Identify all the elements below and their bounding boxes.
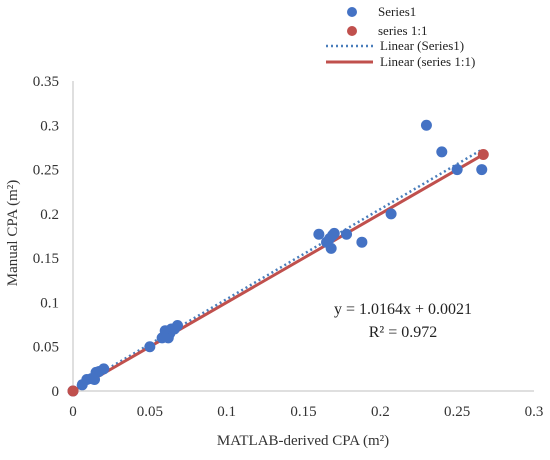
y-tick-label: 0.1: [40, 295, 59, 311]
data-point-series-0: [385, 208, 397, 220]
y-tick-label: 0.05: [33, 340, 59, 356]
r-squared: R² = 0.972: [369, 324, 438, 341]
x-tick-label: 0.1: [217, 404, 236, 420]
x-axis-title: MATLAB-derived CPA (m²): [217, 433, 389, 449]
x-tick-label: 0.25: [444, 404, 470, 420]
legend-label-series1: Series1: [378, 4, 416, 19]
data-point-series-0: [451, 164, 463, 176]
y-tick-label: 0.3: [40, 118, 59, 134]
y-tick-label: 0.2: [40, 207, 59, 223]
data-point-series-0: [341, 228, 353, 240]
y-tick-label: 0.15: [33, 251, 59, 267]
data-point-series-0: [325, 242, 337, 254]
tick-labels: 0 0.05 0.1 0.15 0.2 0.25 0.3 0 0.05 0.1 0.15 0.2 0.2…: [33, 74, 544, 420]
data-point-series-1: [477, 149, 489, 161]
x-tick-label: 0.15: [290, 404, 316, 420]
legend-marker-series1: [347, 7, 357, 17]
data-point-series-0: [420, 119, 432, 131]
axes: [72, 81, 534, 392]
y-tick-label: 0.25: [33, 163, 59, 179]
legend-label-linear-series-1-1: Linear (series 1:1): [380, 54, 475, 69]
trendline-equation: y = 1.0164x + 0.0021: [334, 301, 472, 318]
data-point-series-0: [98, 363, 110, 375]
x-tick-label: 0.05: [137, 404, 163, 420]
trendlines: [72, 149, 485, 393]
trendline-2: [72, 149, 481, 391]
x-tick-label: 0: [69, 404, 77, 420]
data-point-series-0: [436, 146, 448, 158]
trendline-3: [72, 153, 485, 393]
data-point-series-0: [171, 319, 183, 331]
legend: Series1 series 1:1 Linear (Series1) Line…: [326, 4, 475, 69]
data-point-series-0: [144, 341, 156, 353]
data-point-series-1: [67, 385, 79, 397]
y-tick-label: 0.35: [33, 74, 59, 90]
x-tick-label: 0.2: [371, 404, 390, 420]
data-point-series-0: [476, 164, 488, 176]
legend-marker-series-1-1: [347, 26, 357, 36]
legend-label-linear-series1: Linear (Series1): [380, 38, 464, 53]
data-point-series-0: [356, 236, 368, 248]
data-point-series-0: [328, 227, 340, 239]
data-point-series-0: [313, 228, 325, 240]
legend-label-series-1-1: series 1:1: [378, 23, 427, 38]
x-tick-label: 0.3: [525, 404, 544, 420]
data-points: [67, 119, 489, 397]
y-tick-label: 0: [52, 384, 60, 400]
y-axis-title: Manual CPA (m²): [5, 180, 21, 286]
